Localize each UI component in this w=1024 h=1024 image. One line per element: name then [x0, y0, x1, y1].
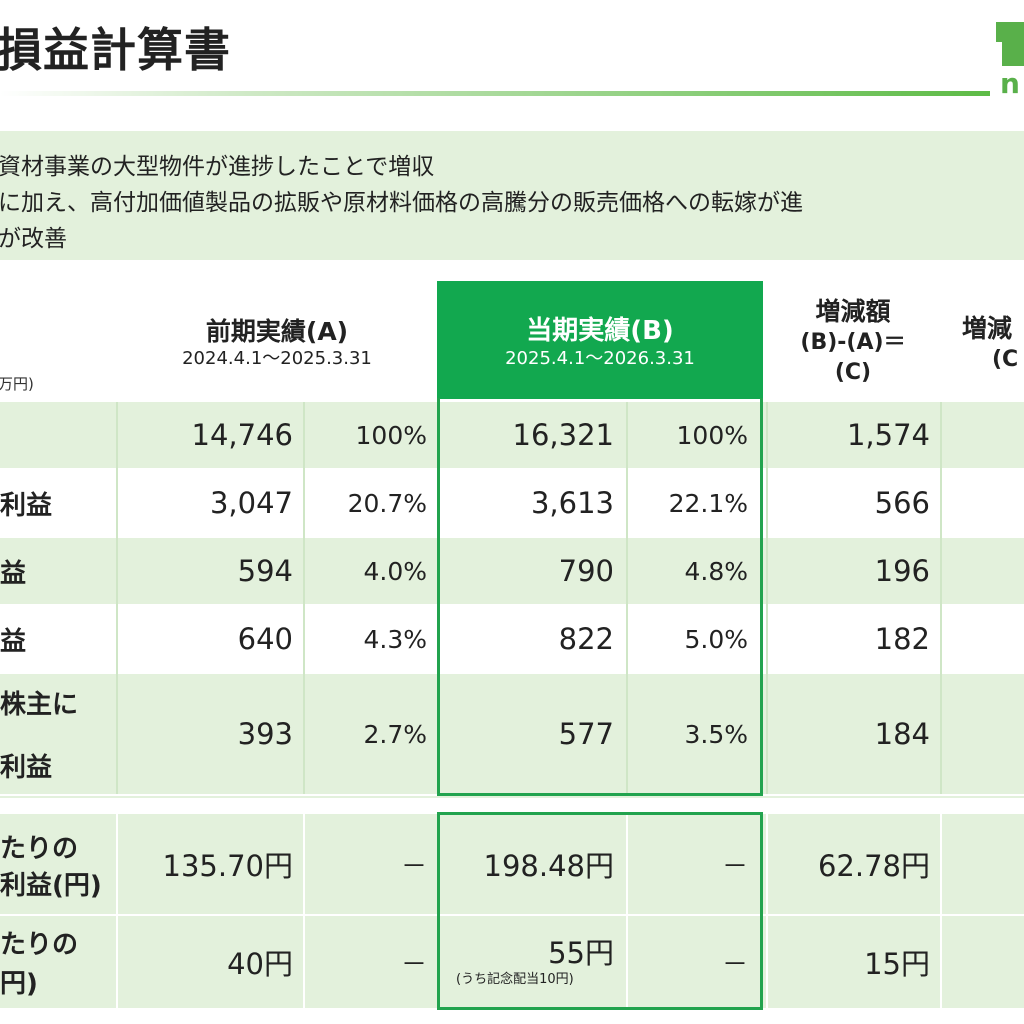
grid-line — [626, 402, 628, 794]
prev-pct: － — [400, 949, 427, 980]
table-row: 利益 3,047 20.7% 3,613 22.1% 566 — [0, 470, 1024, 536]
row-label: 益 — [0, 558, 27, 589]
header-diff-line1: 増減額 — [815, 297, 891, 326]
diff-value: 184 — [874, 717, 930, 751]
grid-line — [766, 402, 768, 794]
table-row: たりの 利益(円) 135.70円 － 198.48円 － 62.78円 — [0, 814, 1024, 914]
grid-line — [116, 814, 118, 1008]
current-period-highlight-2 — [437, 812, 763, 1010]
cur-pct: 4.8% — [684, 556, 748, 586]
prev-value: 594 — [237, 554, 293, 588]
title-underline — [0, 91, 990, 96]
header-cur-period: 2025.4.1～2026.3.31 — [505, 348, 695, 369]
header-cur-title: 当期実績(B) — [526, 316, 674, 346]
diff-value: 566 — [874, 486, 930, 520]
row-label: 株主に 利益 — [0, 674, 78, 794]
header-diff: 増減額 (B)-(A)＝ (C) — [768, 296, 938, 388]
cur-pct: － — [721, 851, 748, 882]
header-current: 当期実績(B) 2025.4.1～2026.3.31 — [437, 281, 763, 399]
unit-label: 万円) — [0, 375, 34, 393]
header-diff-line2: (B)-(A)＝ — [800, 330, 906, 355]
company-logo: n — [996, 18, 1024, 100]
grid-line — [940, 814, 942, 1008]
prev-value: 14,746 — [191, 418, 293, 452]
header-diff-line3: (C) — [834, 360, 872, 385]
row-label: 利益 — [0, 490, 53, 521]
row-label-top: たりの — [0, 930, 79, 960]
row-label: たりの 円) — [0, 916, 78, 1008]
header-prev-period: 2024.4.1～2025.3.31 — [182, 348, 372, 369]
row-label-bottom: 円) — [0, 969, 38, 999]
page-title: 損益計算書 — [0, 23, 231, 77]
cur-pct: 100% — [676, 420, 748, 450]
cur-note: (うち記念配当10円) — [456, 972, 574, 987]
prev-value: 640 — [237, 622, 293, 656]
grid-line — [303, 814, 305, 1008]
prev-pct: 4.0% — [363, 556, 427, 586]
header-prev: 前期実績(A) 2024.4.1～2025.3.31 — [118, 316, 436, 370]
cur-value: 790 — [558, 554, 614, 588]
prev-pct: － — [400, 851, 427, 882]
cur-value: 822 — [558, 622, 614, 656]
cur-pct: 3.5% — [684, 719, 748, 749]
header-prev-title: 前期実績(A) — [205, 317, 349, 346]
grid-line — [0, 914, 1024, 916]
cur-pct: － — [721, 949, 748, 980]
prev-value: 3,047 — [209, 486, 293, 520]
row-label-bottom: 利益 — [0, 753, 53, 783]
grid-line — [626, 814, 628, 1008]
prev-pct: 20.7% — [347, 488, 427, 518]
grid-line — [116, 402, 118, 794]
diff-value: 196 — [874, 554, 930, 588]
table-row: 益 594 4.0% 790 4.8% 196 — [0, 538, 1024, 604]
prev-value: 393 — [237, 717, 293, 751]
row-label-top: たりの — [0, 834, 79, 864]
grid-line — [303, 402, 305, 794]
prev-pct: 100% — [355, 420, 427, 450]
cur-pct: 5.0% — [684, 624, 748, 654]
grid-line — [940, 402, 942, 794]
header-rate-line2: (C — [992, 347, 1019, 372]
diff-value: 182 — [874, 622, 930, 656]
diff-value: 62.78円 — [817, 849, 930, 883]
prev-pct: 2.7% — [363, 719, 427, 749]
cur-value: 577 — [558, 717, 614, 751]
prev-value: 40円 — [227, 947, 293, 981]
diff-value: 15円 — [864, 947, 930, 981]
grid-line — [766, 814, 768, 1008]
logo-text: n — [1000, 67, 1020, 100]
prev-value: 135.70円 — [162, 849, 293, 883]
header-rate: 増減 (C — [962, 313, 1024, 375]
cur-value: 55円 — [548, 936, 614, 970]
summary-box: 資材事業の大型物件が進捗したことで増収 に加え、高付加価値製品の拡販や原材料価格… — [0, 131, 1024, 260]
header-rate-line1: 増減 — [962, 314, 1013, 343]
table-row: たりの 円) 40円 － 55円 (うち記念配当10円) － 15円 — [0, 916, 1024, 1008]
cur-value: 198.48円 — [483, 849, 614, 883]
cur-pct: 22.1% — [668, 488, 748, 518]
table-row: 株主に 利益 393 2.7% 577 3.5% 184 — [0, 674, 1024, 794]
summary-line-2: に加え、高付加価値製品の拡販や原材料価格の高騰分の販売価格への転嫁が進 — [0, 190, 803, 216]
row-label-top: 株主に — [0, 690, 79, 720]
table-row: 14,746 100% 16,321 100% 1,574 — [0, 402, 1024, 468]
cur-value: 3,613 — [530, 486, 614, 520]
diff-value: 1,574 — [846, 418, 930, 452]
current-period-highlight — [437, 398, 763, 796]
table-row: 益 640 4.3% 822 5.0% 182 — [0, 606, 1024, 672]
row-label: 益 — [0, 626, 27, 657]
cur-value: 16,321 — [512, 418, 614, 452]
grid-line — [0, 796, 1024, 798]
prev-pct: 4.3% — [363, 624, 427, 654]
summary-line-1: 資材事業の大型物件が進捗したことで増収 — [0, 154, 435, 180]
row-label-bottom: 利益(円) — [0, 871, 102, 901]
row-label: たりの 利益(円) — [0, 814, 102, 914]
summary-line-3: が改善 — [0, 226, 67, 252]
